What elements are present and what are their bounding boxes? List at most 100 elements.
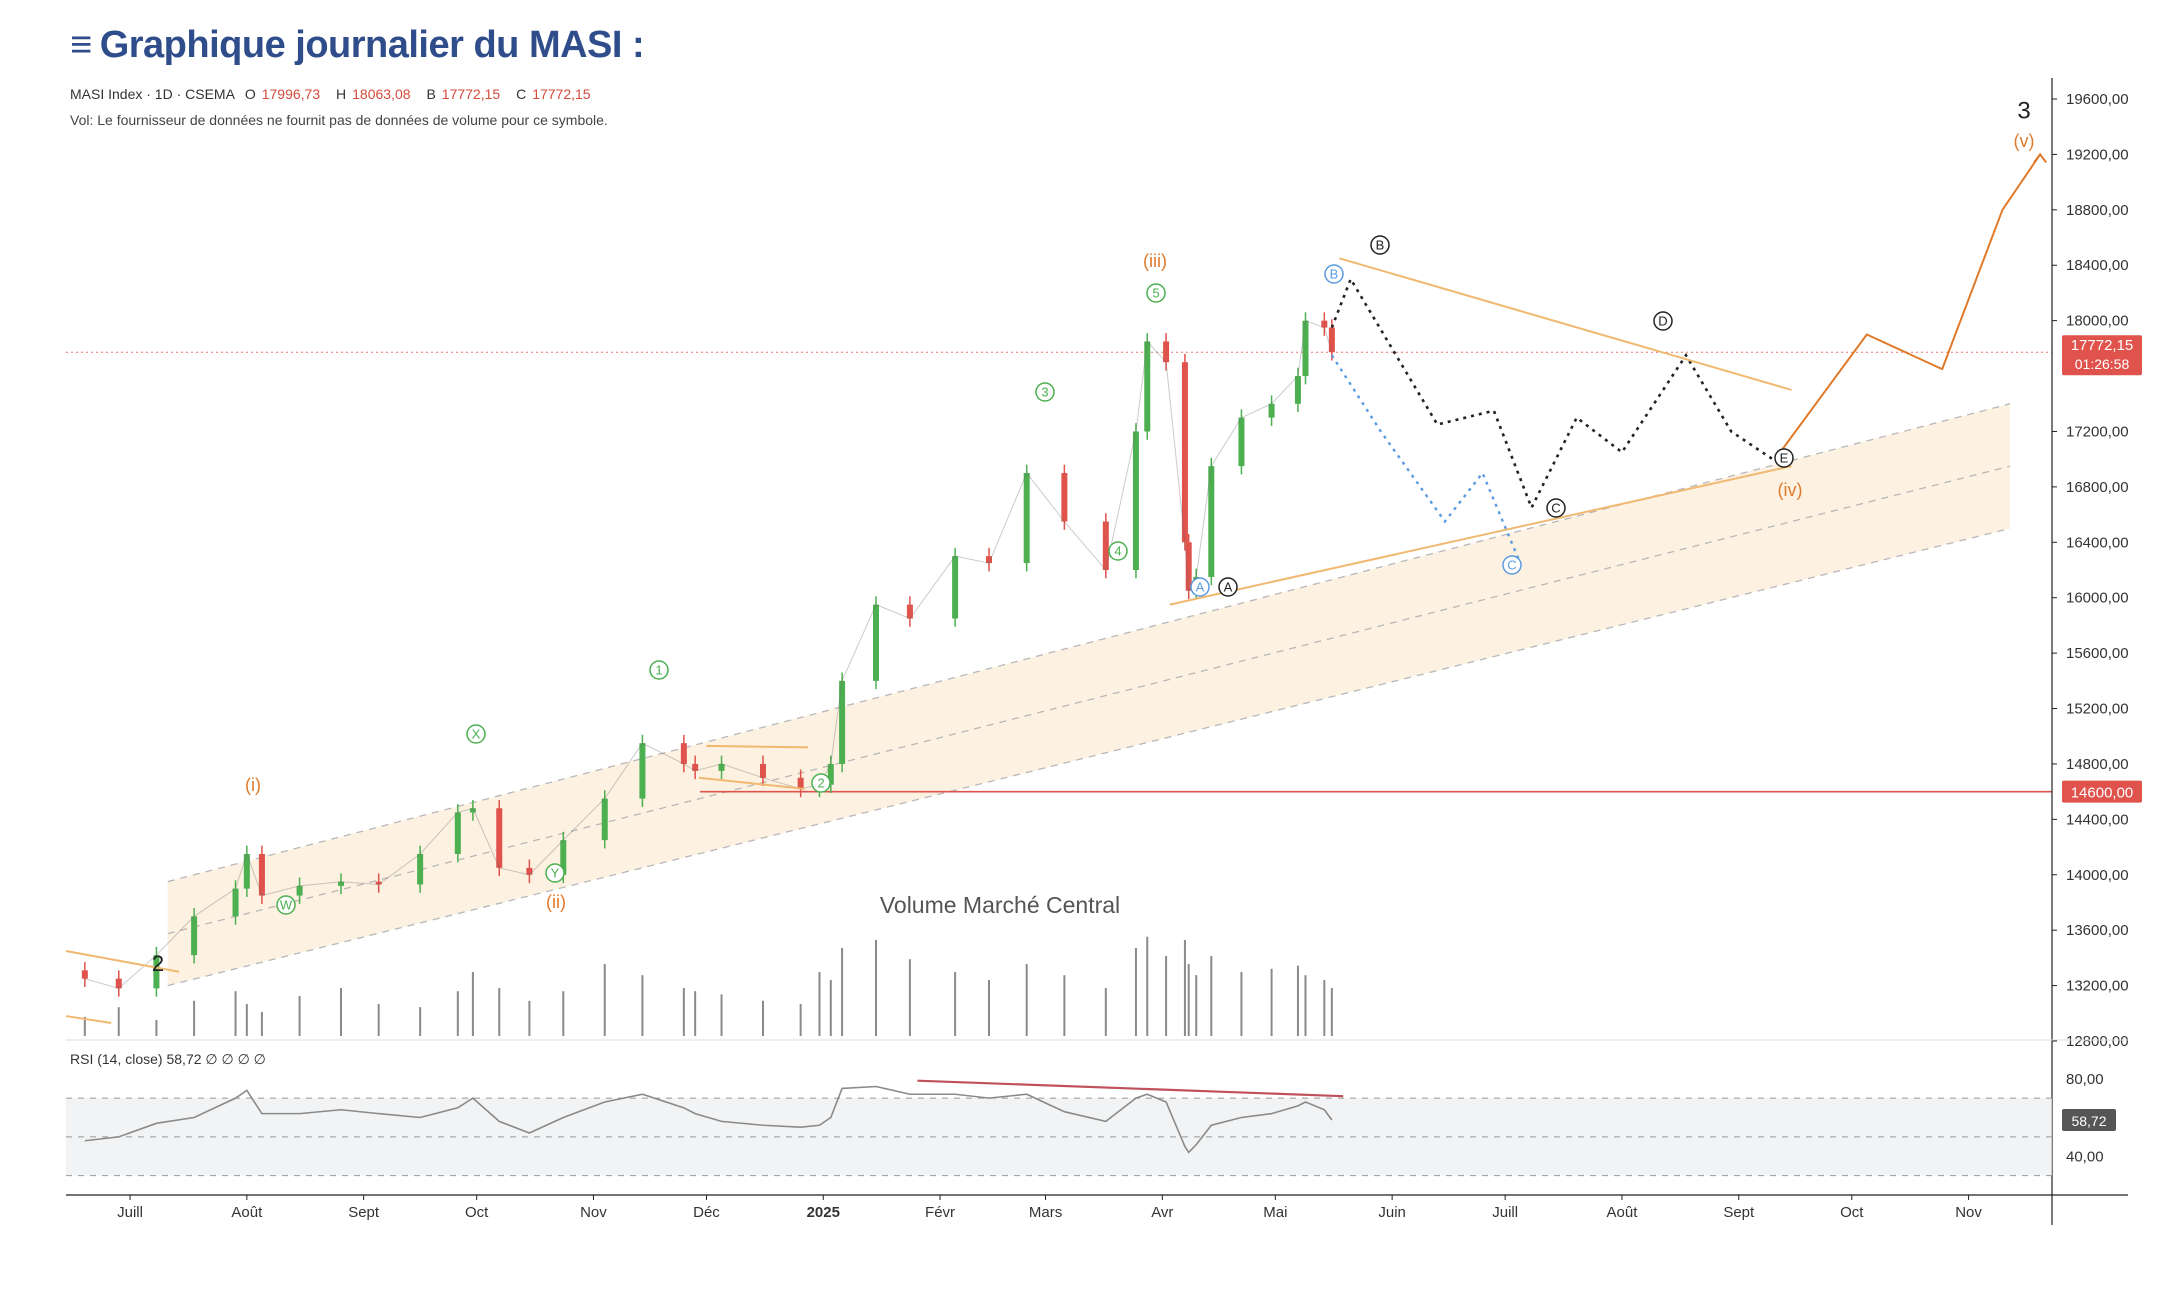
projection-arrowhead [2033,152,2047,164]
time-tick-label: Juill [117,1204,143,1221]
wave-label-3-green-ring [1035,382,1055,402]
candle-body [338,881,345,886]
time-tick-label: Avr [1151,1204,1173,1221]
wave-label-c-blue: C [1502,555,1522,575]
price-tick-label: 14800,00 [2066,756,2129,773]
wave-label-1: 1 [649,660,669,680]
wave-label-e-black: E [1774,448,1794,468]
wave-label-a-black-text: A [1224,579,1233,594]
wave-label-i: (i) [245,775,261,795]
left-channel-bottom [65,1015,112,1024]
wave-label-d-black: D [1653,311,1673,331]
candle-body [526,867,533,875]
wave-label-c-black-text: C [1551,500,1560,515]
rsi-divergence-line [917,1079,1344,1098]
candle-body [986,556,993,564]
wave-label-b-blue: B [1324,264,1344,284]
wave-label-c-black-ring [1546,498,1566,518]
volume-note: Vol: Le fournisseur de données ne fourni… [70,112,608,128]
wave-label-y-text: Y [551,865,560,880]
rsi-line [84,1085,1333,1154]
time-tick-label: Nov [580,1204,607,1221]
candle-body [873,604,879,681]
time-tick-label: Sept [1723,1204,1755,1221]
wave-label-b-blue-ring [1324,264,1344,284]
candle-body [601,798,608,841]
candle-body [1023,473,1030,564]
wave-label-c-blue-text: C [1507,557,1516,572]
candle-body [232,888,239,917]
price-tick-label: 16800,00 [2066,479,2129,496]
rsi-tick-label: 80,00 [2066,1071,2104,1088]
wave-label-iv: (iv) [1778,480,1803,500]
wave-label-ii: (ii) [546,892,566,912]
wave-label-b-blue-text: B [1330,266,1339,281]
price-tick-label: 18400,00 [2066,257,2129,274]
wave-label-4-green-ring [1108,541,1128,561]
candle-body [797,777,804,789]
wave-label-e-black-ring [1774,448,1794,468]
candle-body [827,763,834,785]
candle-body [1181,362,1188,543]
price-tick-label: 19600,00 [2066,91,2129,108]
open-value: 17996,73 [261,86,321,102]
candle-body [1294,376,1301,404]
rsi-value-badge-text: 58,72 [2071,1113,2106,1129]
time-tick-label: Oct [1840,1204,1864,1221]
rsi-label: RSI (14, close) 58,72 ∅ ∅ ∅ ∅ [70,1051,266,1067]
wave-label-a-blue-ring [1190,577,1210,597]
time-tick-label: Juin [1378,1204,1406,1221]
symbol-info: MASI Index · 1D · CSEMA O 17996,73 H 18063… [70,86,603,102]
flag-upper-line [706,744,809,749]
high-label: H [336,86,347,102]
candle-body [469,808,476,813]
candle-body [496,808,503,868]
wave-label-y: Y [545,863,565,883]
page-title: ≡ Graphique journalier du MASI : [70,24,645,67]
left-channel-top [65,949,180,973]
wave-label-3-green: 3 [1035,382,1055,402]
candle-body [258,853,265,896]
time-tick-label: Août [231,1204,263,1221]
candle-body [375,881,382,885]
price-tick-label: 13200,00 [2066,978,2129,995]
price-tick-label: 14400,00 [2066,811,2129,828]
wave-label-1-text: 1 [655,662,662,677]
wave-label-iii: (iii) [1143,251,1167,271]
wave-label-b-black: B [1370,235,1390,255]
time-tick-label: Mai [1263,1204,1287,1221]
wave-label-w-text: W [280,897,293,912]
channel-upper-line [167,403,2011,883]
wave-label-3-green-text: 3 [1041,384,1048,399]
candle-body [417,853,424,885]
support-badge [2062,780,2142,803]
price-tick-label: 18000,00 [2066,313,2129,330]
price-tick-label: 17200,00 [2066,423,2129,440]
time-tick-label: Mars [1029,1204,1062,1221]
candle-body [1132,431,1139,570]
time-tick-label: Sept [348,1204,380,1221]
candle-body [454,812,461,854]
candle-body [1185,542,1192,591]
candle-body [759,763,766,778]
candle-body [639,743,646,799]
time-tick-label: Févr [925,1204,955,1221]
wave-label-5-green-text: 5 [1152,285,1159,300]
support-label: 14600,00 [2071,785,2134,802]
time-tick-label: Juill [1492,1204,1518,1221]
wave-label-5-green-ring [1146,283,1166,303]
menu-icon: ≡ [70,24,92,66]
last-price-badge [2062,335,2142,376]
page-title-text: Graphique journalier du MASI : [99,24,645,66]
time-tick-label: Déc [693,1204,720,1221]
price-tick-label: 16000,00 [2066,590,2129,607]
wave-label-v: (v) [2014,131,2035,151]
price-tick-label: 13600,00 [2066,922,2129,939]
wave-label-4-green-text: 4 [1114,543,1121,558]
wave-label-c-blue-ring [1502,555,1522,575]
projection-orange [1779,153,2041,453]
high-value: 18063,08 [352,86,411,102]
price-tick-label: 12800,00 [2066,1033,2129,1050]
wave-label-2: 2 [152,951,164,976]
